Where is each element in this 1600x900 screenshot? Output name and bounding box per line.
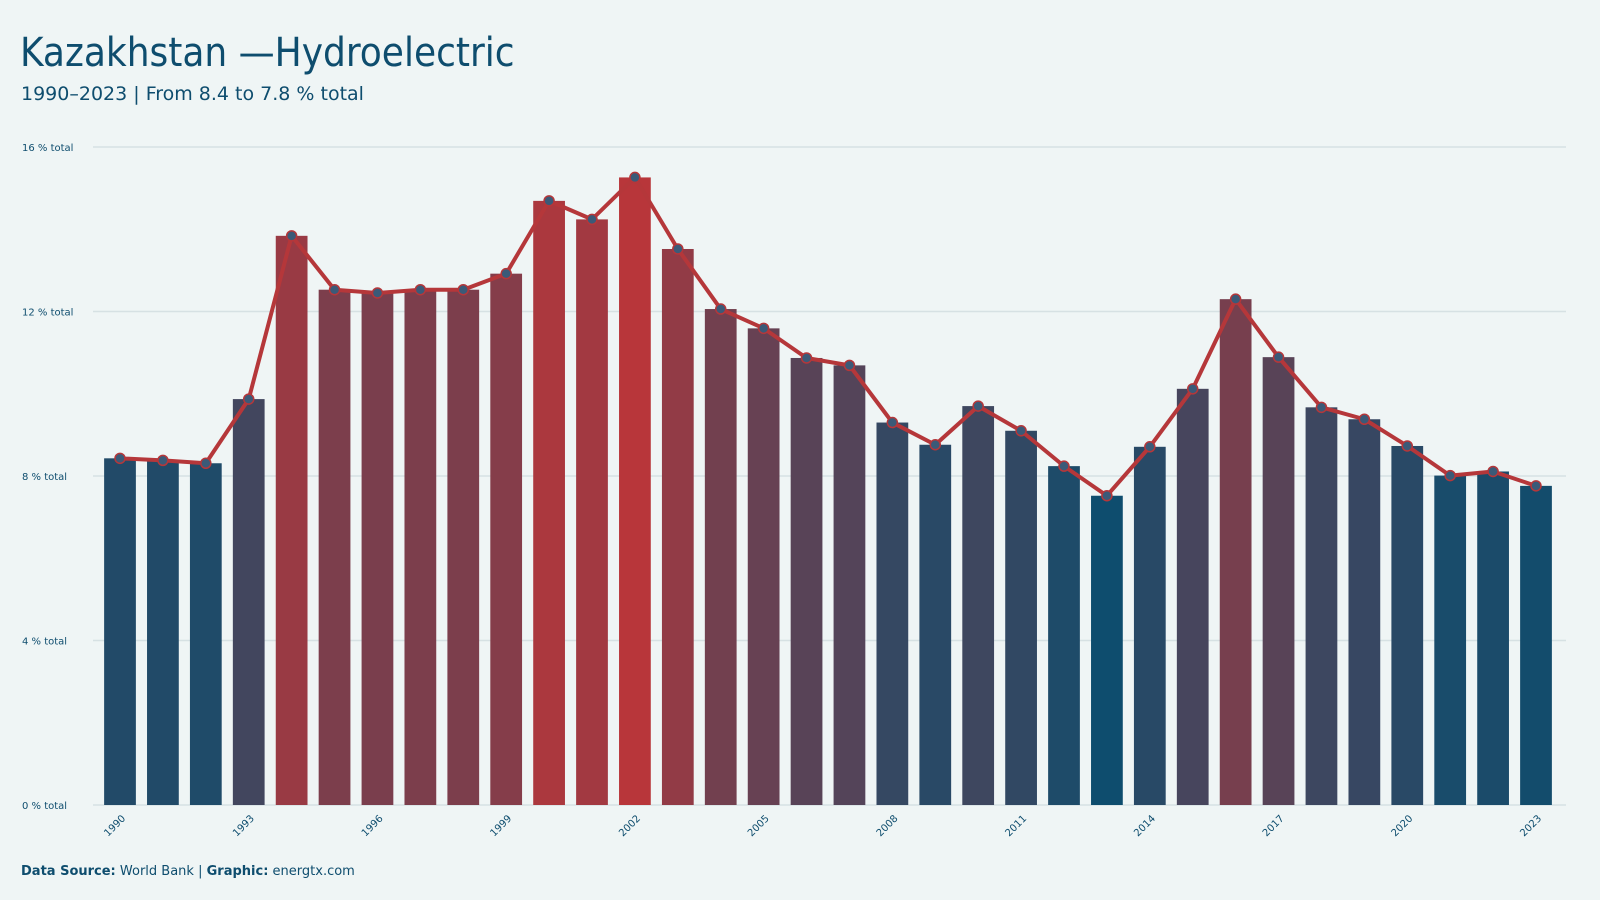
y-tick-label: 8 % total xyxy=(22,472,67,483)
point xyxy=(414,283,427,296)
point xyxy=(285,230,298,242)
point xyxy=(500,267,512,280)
source-label: Data Source: xyxy=(21,864,116,879)
point xyxy=(586,213,598,226)
bar xyxy=(533,200,565,805)
point xyxy=(629,171,641,184)
bar xyxy=(1091,495,1123,805)
point xyxy=(1358,413,1371,425)
trend-line xyxy=(119,175,1537,498)
y-tick-label: 4 % total xyxy=(22,637,67,648)
point xyxy=(672,243,684,255)
source: World Bank xyxy=(120,864,195,879)
point xyxy=(1272,351,1285,363)
point xyxy=(200,457,212,470)
bar xyxy=(1262,357,1295,805)
bar xyxy=(833,365,866,805)
bar xyxy=(189,463,222,805)
graphic: energtx.com xyxy=(273,864,355,879)
bar xyxy=(1434,475,1467,805)
bar xyxy=(147,460,179,805)
bar xyxy=(1005,430,1037,805)
point xyxy=(1229,293,1242,305)
point xyxy=(242,393,255,405)
bar xyxy=(619,177,651,805)
bar xyxy=(876,422,909,805)
graphic-label: Graphic: xyxy=(207,864,269,879)
point xyxy=(1144,441,1156,453)
bar xyxy=(232,399,265,805)
bar xyxy=(275,235,308,805)
y-tick-label: 12 % total xyxy=(22,308,73,319)
point xyxy=(1058,460,1070,472)
bar xyxy=(404,289,437,805)
point xyxy=(800,352,813,364)
bar xyxy=(447,289,480,805)
point xyxy=(371,287,384,299)
bar xyxy=(318,289,351,805)
point xyxy=(157,454,169,467)
point xyxy=(929,438,942,451)
bar xyxy=(1305,407,1338,805)
separator: | xyxy=(198,864,202,879)
point xyxy=(886,416,899,429)
point xyxy=(1186,383,1199,395)
chart-subtitle: 1990–2023 | From 8.4 to 7.8 % total xyxy=(21,83,364,105)
bar xyxy=(919,444,952,805)
bar xyxy=(1477,471,1509,805)
bar xyxy=(1048,466,1080,805)
bar xyxy=(1176,388,1209,805)
point xyxy=(972,400,984,412)
footer: Data Source: World Bank | Graphic: energ… xyxy=(21,864,355,879)
bar xyxy=(361,292,394,805)
point xyxy=(114,452,126,465)
point xyxy=(714,303,727,315)
bar xyxy=(661,248,694,806)
y-tick-label: 0 % total xyxy=(22,801,67,812)
point xyxy=(1015,425,1027,437)
point xyxy=(1315,401,1328,414)
bar xyxy=(704,309,737,805)
point xyxy=(328,283,341,296)
point xyxy=(1401,440,1414,452)
bar xyxy=(1391,445,1424,805)
point xyxy=(457,283,470,296)
bar xyxy=(1133,446,1166,805)
point xyxy=(1487,465,1499,478)
point xyxy=(1101,489,1113,502)
chart-title: Kazakhstan —Hydroelectric xyxy=(20,30,515,76)
point xyxy=(1444,469,1456,482)
y-tick-label: 16 % total xyxy=(22,143,73,154)
bar xyxy=(576,219,608,805)
bar xyxy=(490,273,523,805)
bar xyxy=(962,406,995,805)
point xyxy=(543,195,555,207)
point xyxy=(757,322,770,335)
bar xyxy=(104,458,136,805)
bar xyxy=(1348,419,1381,805)
bar xyxy=(1219,299,1252,805)
point xyxy=(843,359,856,372)
point xyxy=(1530,480,1542,492)
bar xyxy=(790,357,823,805)
bar xyxy=(747,328,780,805)
bar xyxy=(1520,485,1552,805)
